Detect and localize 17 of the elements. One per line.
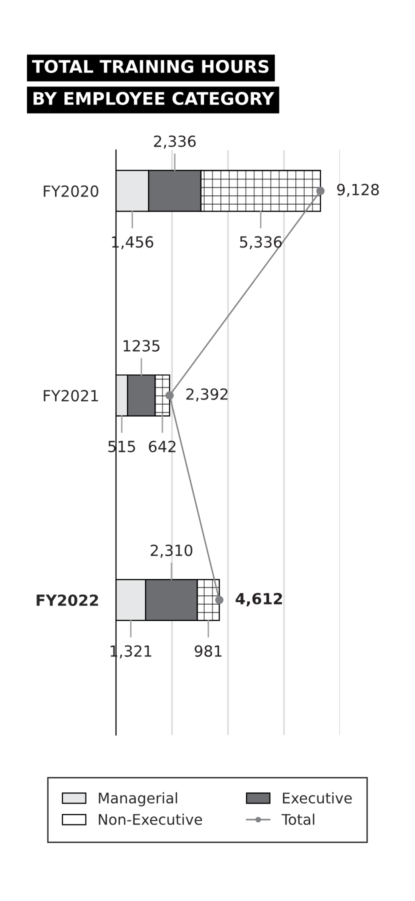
data-label: 2,310 [150, 544, 192, 558]
data-label: 1235 [124, 340, 160, 352]
data-label: 4,612 [236, 592, 282, 606]
y-tick-label: FY2021 [44, 390, 98, 402]
y-tick-label: FY2022 [36, 594, 98, 606]
data-label: 9,128 [337, 184, 379, 197]
y-tick-label: FY2020 [44, 185, 98, 197]
legend-label: Managerial [98, 792, 178, 806]
data-label: 2,336 [154, 135, 196, 149]
legend-label: Executive [282, 792, 352, 804]
legend-label: Non-Executive [98, 814, 202, 825]
data-label: 5,336 [240, 236, 282, 250]
data-label: 2,392 [186, 388, 228, 402]
data-label: 981 [194, 645, 222, 657]
legend-label: Total [282, 814, 314, 825]
chart-title: TOTAL TRAINING HOURS BY EMPLOYEE CATEGORY [32, 60, 274, 106]
data-label: 642 [148, 440, 176, 452]
